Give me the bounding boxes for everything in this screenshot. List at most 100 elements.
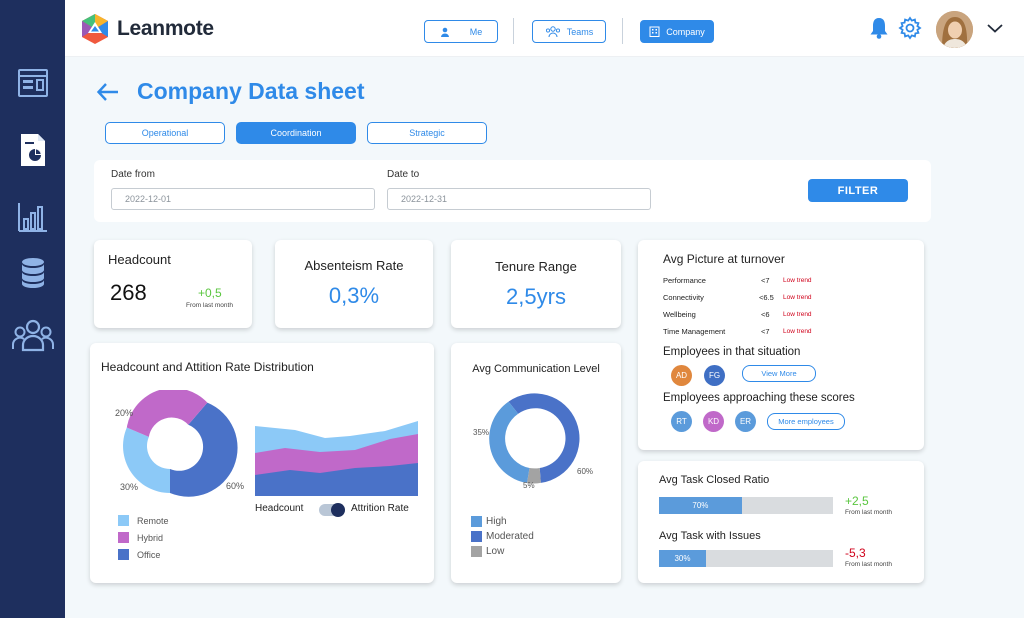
metric-name: Performance [663,276,706,285]
task-closed-progress: 70% [659,497,833,514]
turnover-title: Avg Picture at turnover [663,252,785,266]
sidebar [0,0,65,618]
tenure-value: 2,5yrs [506,284,566,309]
page-title: Company Data sheet [137,78,365,104]
communication-card: Avg Communication Level 35% 5% 60% High … [451,343,621,583]
toggle-knob [331,503,345,517]
date-to-label: Date to [387,169,420,180]
headcount-chart-title: Headcount and Attition Rate Distribution [101,360,314,374]
approach-title: Employees approaching these scores [663,392,855,404]
tenure-card: Tenure Range 2,5yrs [451,240,621,328]
tab-strategic[interactable]: Strategic [367,122,487,144]
gear-icon[interactable] [898,16,922,40]
view-more-button[interactable]: View More [742,365,816,382]
toggle-headcount-label: Headcount [255,503,304,514]
avatar[interactable] [936,11,973,48]
headcount-donut-chart: 20% 30% 60% [115,390,244,497]
date-from-input[interactable]: 2022-12-01 [111,188,375,210]
leanmote-logo-icon [82,14,108,44]
more-employees-button[interactable]: More employees [767,413,845,430]
headcount-card: Headcount 268 +0,5 From last month [94,240,252,328]
tasks-card: Avg Task Closed Ratio 70% +2,5 From last… [638,461,924,583]
user-icon [440,27,449,37]
task-issues-fill: 30% [659,550,706,567]
metric-trend: Low trend [783,294,812,301]
legend-high: High [471,516,507,527]
headcount-value: 268 [110,280,147,305]
team-icon [545,26,560,37]
filter-button[interactable]: FILTER [808,179,908,202]
top-bar: Leanmote Me Teams Company [65,0,1024,57]
donut-slice-office [170,402,238,497]
logo[interactable]: Leanmote [79,13,214,45]
bell-icon[interactable] [867,16,891,40]
nav-company-button[interactable]: Company [640,20,714,43]
comm-label-5: 5% [523,481,535,490]
area-series-office [255,463,418,496]
metric-name: Connectivity [663,293,704,302]
bar-chart-icon[interactable] [14,198,52,236]
task-issues-delta: -5,3 [845,546,866,560]
task-closed-title: Avg Task Closed Ratio [659,474,770,486]
nav-teams-label: Teams [566,26,594,37]
headcount-title: Headcount [108,252,171,267]
metric-name: Time Management [663,327,726,336]
nav-me-label: Me [469,26,483,37]
date-to-input[interactable]: 2022-12-31 [387,188,651,210]
metric-value: <7 [761,327,770,336]
donut-label-60: 60% [226,481,244,491]
building-icon [649,26,660,37]
communication-title: Avg Communication Level [472,363,600,375]
dashboard-icon[interactable] [14,64,52,102]
donut-slice-high [489,401,530,483]
employee-avatar-rt[interactable]: RT [671,411,692,432]
turnover-row: Performance <7 Low trend [663,276,863,286]
employee-avatar-ad[interactable]: AD [671,365,692,386]
headcount-delta-note: From last month [186,302,233,309]
metric-value: <6 [761,310,770,319]
database-icon[interactable] [14,254,52,292]
legend-hybrid-label: Hybrid [137,532,164,543]
legend-swatch [471,531,482,542]
filter-card: Date from 2022-12-01 Date to 2022-12-31 … [94,160,931,222]
communication-donut-chart: 35% 5% 60% [473,393,593,490]
people-icon[interactable] [11,316,55,354]
task-closed-fill: 70% [659,497,742,514]
employee-avatar-fg[interactable]: FG [704,365,725,386]
app-name: Leanmote [117,17,214,40]
legend-hybrid: Hybrid [118,532,163,543]
back-arrow-icon[interactable] [96,82,120,102]
task-issues-title: Avg Task with Issues [659,530,761,542]
nav-divider [513,18,514,44]
employee-avatar-kd[interactable]: KD [703,411,724,432]
absenteeism-card: Absenteism Rate 0,3% [275,240,433,328]
donut-slice-hybrid [126,390,208,437]
headcount-attrition-toggle[interactable] [319,503,345,517]
legend-swatch [471,546,482,557]
donut-label-20: 20% [115,408,133,418]
nav-teams-button[interactable]: Teams [532,20,606,43]
metric-value: <7 [761,276,770,285]
nav-me-button[interactable]: Me [424,20,498,43]
legend-low: Low [471,546,504,557]
donut-label-30: 30% [120,482,138,492]
employee-avatar-er[interactable]: ER [735,411,756,432]
task-closed-delta: +2,5 [845,494,869,508]
tab-coordination[interactable]: Coordination [236,122,356,144]
nav-company-label: Company [666,26,705,37]
headcount-area-chart [255,421,418,496]
comm-label-35: 35% [473,428,489,437]
tab-operational[interactable]: Operational [105,122,225,144]
legend-swatch [118,532,129,543]
task-issues-progress: 30% [659,550,833,567]
donut-slice-low [527,467,541,484]
turnover-row: Time Management <7 Low trend [663,327,863,337]
absenteeism-title: Absenteism Rate [304,258,404,273]
report-icon[interactable] [14,131,52,169]
legend-low-label: Low [486,546,505,557]
chevron-down-icon[interactable] [985,16,1005,40]
task-issues-note: From last month [845,561,892,568]
legend-moderated-label: Moderated [486,531,534,542]
legend-swatch [118,549,129,560]
metric-trend: Low trend [783,328,812,335]
